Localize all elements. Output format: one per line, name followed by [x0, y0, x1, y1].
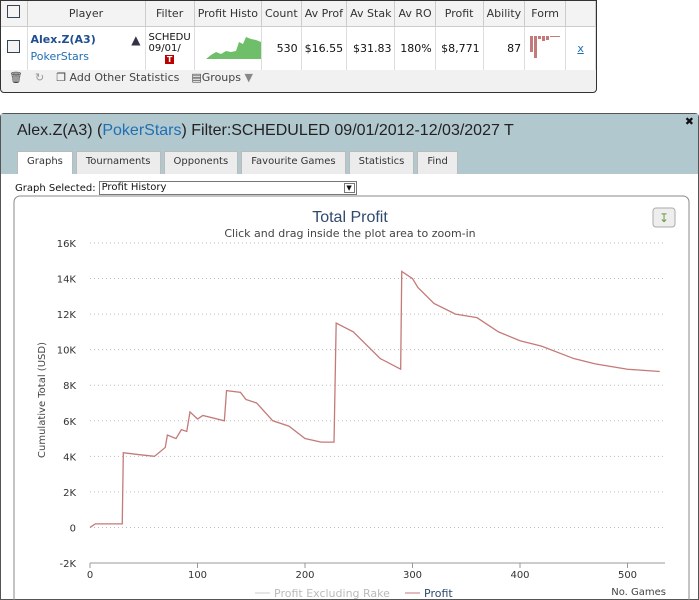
add-stats-label: Add Other Statistics: [69, 71, 180, 84]
refresh-icon[interactable]: ↻: [34, 71, 45, 84]
tab-favourite-games[interactable]: Favourite Games: [241, 151, 346, 174]
y-axis-label: Cumulative Total (USD): [37, 342, 48, 458]
y-tick-label: 4K: [63, 452, 76, 463]
col-ability[interactable]: Ability: [483, 1, 526, 27]
close-icon[interactable]: ✖: [684, 115, 694, 128]
col-av-profit[interactable]: Av Prof: [301, 1, 348, 27]
x-tick-label: 500: [618, 570, 637, 581]
y-tick-label: -2K: [59, 559, 76, 570]
dropdown-arrow-icon[interactable]: ▼: [343, 183, 355, 193]
tab-graphs[interactable]: Graphs: [17, 151, 73, 174]
chart-frame: [13, 195, 690, 600]
player-panel: Alex.Z(A3) (PokerStars) Filter:SCHEDULED…: [0, 113, 699, 600]
filter-text: SCHEDU: [148, 31, 191, 43]
col-player[interactable]: Player: [27, 1, 146, 27]
download-icon: ↧: [659, 211, 669, 225]
chart-subtitle: Click and drag inside the plot area to z…: [224, 227, 475, 240]
col-filter[interactable]: Filter: [145, 1, 195, 27]
x-tick-label: 0: [87, 570, 93, 581]
tab-tournaments[interactable]: Tournaments: [75, 151, 161, 174]
y-tick-label: 12K: [57, 310, 77, 321]
col-form[interactable]: Form: [524, 1, 567, 27]
title-network-link[interactable]: PokerStars: [102, 122, 182, 139]
av-roi-value: 180%: [394, 26, 436, 70]
tab-opponents[interactable]: Opponents: [163, 151, 239, 174]
legend-item-profit[interactable]: Profit: [424, 587, 453, 600]
col-profit-history[interactable]: Profit Histo: [194, 1, 262, 27]
profit-line: [89, 270, 660, 528]
col-av-roi[interactable]: Av RO: [394, 1, 436, 27]
y-tick-label: 14K: [57, 275, 77, 286]
tab-statistics[interactable]: Statistics: [348, 151, 415, 174]
grid-header: Player Filter Profit Histo Count Av Prof…: [1, 1, 596, 27]
network-name[interactable]: PokerStars: [30, 50, 90, 63]
y-tick-label: 2K: [63, 488, 76, 499]
col-av-stake[interactable]: Av Stak: [346, 1, 396, 27]
caret-down-icon: ▼: [244, 71, 253, 84]
ability-value: 87: [483, 26, 526, 70]
table-row[interactable]: Alex.Z(A3) PokerStars ▲ SCHEDU 09/01/T 53…: [1, 26, 596, 70]
player-name[interactable]: Alex.Z(A3): [30, 33, 96, 46]
col-profit[interactable]: Profit: [435, 1, 484, 27]
filter-badge: T: [164, 54, 175, 64]
tab-find[interactable]: Find: [417, 151, 458, 174]
remove-link[interactable]: x: [577, 41, 584, 55]
groups-label: Groups: [201, 71, 241, 84]
player-grid: Player Filter Profit Histo Count Av Prof…: [0, 0, 597, 93]
chart-title: Total Profit: [312, 209, 388, 226]
add-stats-button[interactable]: ❐ Add Other Statistics: [56, 71, 180, 84]
select-all-checkbox[interactable]: [7, 5, 21, 19]
panel-title: Alex.Z(A3) (PokerStars) Filter:SCHEDULED…: [17, 122, 514, 140]
graph-select[interactable]: Profit History ▼: [98, 181, 357, 195]
y-tick-label: 0: [70, 523, 76, 534]
av-stake-value: $31.83: [346, 26, 396, 70]
x-tick-label: 100: [188, 570, 207, 581]
profit-value: $8,771: [435, 26, 484, 70]
legend: Profit Excluding Rake Profit: [255, 587, 453, 600]
legend-item-excl-rake[interactable]: Profit Excluding Rake: [274, 587, 390, 600]
title-player: Alex.Z(A3) (: [17, 122, 103, 139]
x-tick-label: 300: [403, 570, 422, 581]
y-tick-label: 6K: [63, 417, 76, 428]
count-value: 530: [261, 26, 302, 70]
graph-select-label: Graph Selected:: [15, 182, 96, 194]
x-tick-label: 400: [510, 570, 529, 581]
x-tick-label: 200: [295, 570, 314, 581]
graph-select-value: Profit History: [101, 182, 167, 193]
title-filter: ) Filter:SCHEDULED 09/01/2012-12/03/2027…: [181, 122, 514, 139]
form-chart: [530, 35, 561, 58]
y-tick-label: 8K: [63, 381, 76, 392]
y-tick-label: 10K: [57, 346, 77, 357]
row-checkbox[interactable]: [7, 40, 21, 53]
av-profit-value: $16.55: [301, 26, 348, 70]
col-count[interactable]: Count: [261, 1, 302, 27]
download-button[interactable]: ↧: [652, 207, 676, 228]
tab-bar: Graphs Tournaments Opponents Favourite G…: [17, 151, 458, 174]
trash-icon[interactable]: 🗑: [9, 71, 23, 84]
y-tick-label: 16K: [57, 239, 77, 250]
groups-dropdown[interactable]: ▤Groups ▼: [191, 71, 253, 84]
filter-date: 09/01/: [148, 42, 181, 54]
profit-sparkline: [205, 36, 261, 59]
x-axis-label: No. Games: [611, 587, 666, 598]
shark-icon: ▲: [131, 32, 141, 47]
